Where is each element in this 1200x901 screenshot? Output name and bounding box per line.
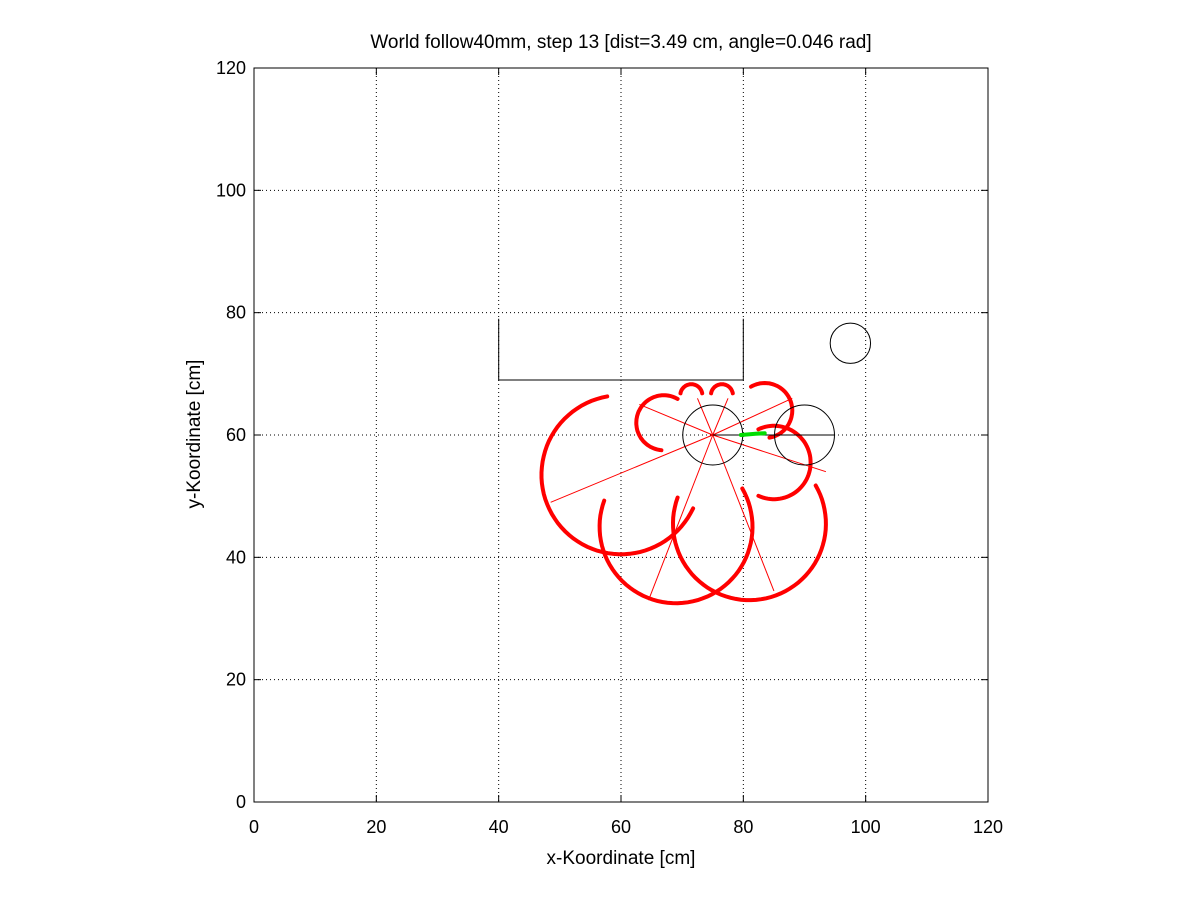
- sensor-arc: [749, 380, 795, 440]
- y-tick-label: 60: [226, 425, 246, 445]
- axis-ticks: 0 20 40 60 80 100 120 0 20 40 60 80 100 120: [216, 58, 1003, 837]
- circle-obstacle: [829, 322, 872, 364]
- sensor-arc: [634, 393, 680, 453]
- x-tick-label: 20: [366, 817, 386, 837]
- sensor-ray: [712, 398, 729, 436]
- wall-obstacle: [498, 318, 744, 381]
- sensor-arc: [756, 423, 813, 502]
- x-tick-label: 0: [249, 817, 259, 837]
- obstacles: [498, 318, 872, 381]
- plot-frame: [253, 67, 989, 803]
- grid-lines: [254, 68, 988, 802]
- x-tick-label: 40: [489, 817, 509, 837]
- x-tick-label: 60: [611, 817, 631, 837]
- chart-title: World follow40mm, step 13 [dist=3.49 cm,…: [370, 32, 871, 53]
- sensor-ray: [712, 434, 775, 592]
- y-tick-label: 20: [226, 670, 246, 690]
- y-tick-label: 100: [216, 180, 246, 200]
- x-tick-label: 80: [733, 817, 753, 837]
- sensor-ray: [712, 397, 793, 436]
- sensor-arcs: [539, 380, 828, 606]
- sensor-ray: [550, 434, 713, 503]
- sensor-arc: [539, 394, 696, 557]
- robot-path: [738, 431, 767, 437]
- y-tick-label: 80: [226, 303, 246, 323]
- y-axis-label: y-Koordinate [cm]: [184, 360, 205, 509]
- sensor-ray: [648, 434, 714, 601]
- sensor-arc: [670, 483, 828, 603]
- sensor-arc: [678, 382, 705, 396]
- sensor-arc: [597, 486, 755, 606]
- target-robot-body: [774, 404, 835, 466]
- sensor-ray: [696, 398, 714, 436]
- sensor-rays: [550, 397, 827, 601]
- sensor-arc: [709, 382, 735, 396]
- y-tick-label: 120: [216, 58, 246, 78]
- x-tick-label: 100: [851, 817, 881, 837]
- y-tick-label: 40: [226, 547, 246, 567]
- sensor-ray: [639, 403, 713, 436]
- x-axis-label: x-Koordinate [cm]: [547, 848, 696, 869]
- path-line: [738, 431, 767, 437]
- y-tick-label: 0: [236, 792, 246, 812]
- x-tick-label: 120: [973, 817, 1003, 837]
- sensor-ray: [712, 434, 827, 473]
